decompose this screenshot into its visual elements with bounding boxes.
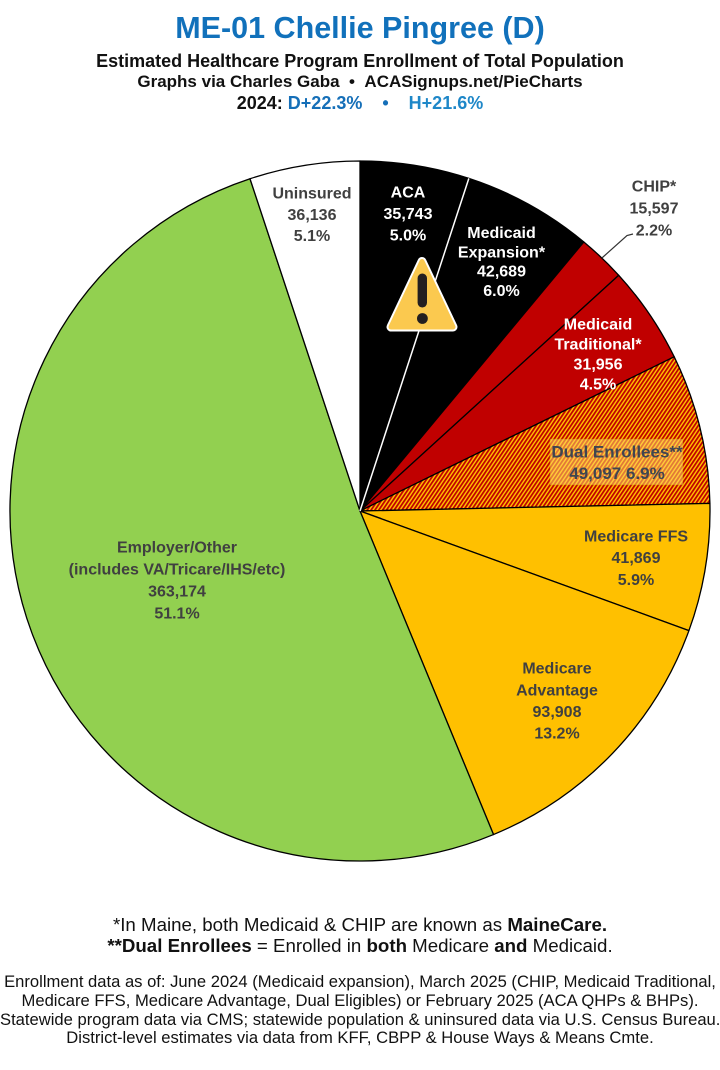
svg-text:Uninsured: Uninsured	[272, 186, 351, 203]
svg-text:6.0%: 6.0%	[483, 283, 519, 300]
svg-text:35,743: 35,743	[384, 206, 433, 223]
svg-text:Medicaid: Medicaid	[564, 317, 632, 334]
svg-text:363,174: 363,174	[148, 584, 206, 601]
svg-text:5.9%: 5.9%	[618, 572, 654, 589]
svg-text:Medicare FFS: Medicare FFS	[584, 529, 688, 546]
svg-text:Traditional*: Traditional*	[554, 337, 642, 354]
svg-text:(includes VA/Tricare/IHS/etc): (includes VA/Tricare/IHS/etc)	[69, 562, 286, 579]
svg-text:5.1%: 5.1%	[294, 228, 330, 245]
svg-text:2.2%: 2.2%	[636, 223, 672, 240]
svg-text:42,689: 42,689	[477, 264, 526, 281]
svg-text:31,956: 31,956	[574, 357, 623, 374]
svg-text:15,597: 15,597	[630, 201, 679, 218]
svg-text:Dual Enrollees**: Dual Enrollees**	[551, 443, 683, 462]
svg-text:Expansion*: Expansion*	[458, 244, 546, 261]
svg-text:5.0%: 5.0%	[390, 228, 426, 245]
svg-text:Advantage: Advantage	[516, 683, 598, 700]
svg-text:CHIP*: CHIP*	[632, 179, 677, 196]
svg-text:93,908: 93,908	[533, 704, 582, 721]
svg-text:49,097 6.9%: 49,097 6.9%	[569, 464, 664, 483]
svg-text:13.2%: 13.2%	[534, 726, 579, 743]
svg-text:ACA: ACA	[391, 185, 426, 202]
svg-text:41,869: 41,869	[612, 550, 661, 567]
svg-text:51.1%: 51.1%	[154, 606, 199, 623]
svg-text:Employer/Other: Employer/Other	[117, 540, 237, 557]
svg-text:36,136: 36,136	[288, 207, 337, 224]
svg-text:Medicaid: Medicaid	[467, 225, 535, 242]
svg-text:Medicare: Medicare	[522, 661, 591, 678]
svg-text:4.5%: 4.5%	[580, 377, 616, 394]
